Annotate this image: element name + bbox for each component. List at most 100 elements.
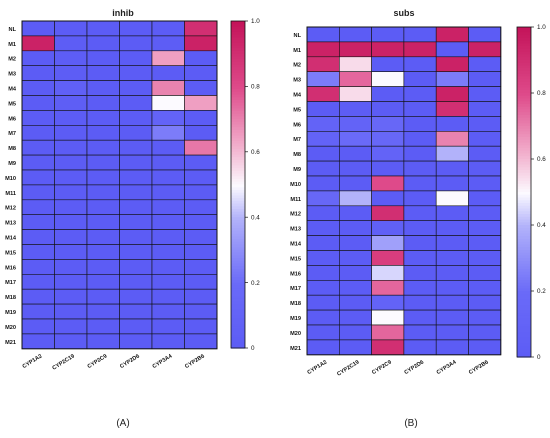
colorbar-segment-b <box>517 90 531 94</box>
row-label-b-m13: M13 <box>290 227 301 233</box>
heatmap-cell-a-m15-cyp1a2 <box>21 244 55 260</box>
colorbar-segment-b <box>517 332 531 336</box>
heatmap-cell-a-m1-cyp2b6 <box>184 35 218 52</box>
heatmap-cell-b-m12-cyp2b6 <box>468 205 502 222</box>
row-label-b-m18: M18 <box>290 301 301 307</box>
colorbar-segment-b <box>517 95 531 100</box>
heatmap-cell-b-m3-cyp2c19 <box>338 71 372 87</box>
heatmap-cell-a-m7-cyp2d6 <box>119 125 153 141</box>
heatmap-cell-b-m1-cyp3a4 <box>435 41 469 58</box>
heatmap-cell-a-nl-cyp2d6 <box>119 20 153 37</box>
colorbar-segment-b <box>517 115 531 119</box>
heatmap-cell-b-m12-cyp3a4 <box>435 205 469 222</box>
heatmap-cell-b-m2-cyp1a2 <box>306 56 340 72</box>
colorbar-segment-b <box>517 296 531 300</box>
heatmap-cell-b-m8-cyp3a4 <box>435 145 469 162</box>
row-label-b-m12: M12 <box>290 212 301 218</box>
colorbar-segment-a <box>231 189 245 194</box>
heatmap-cell-a-m16-cyp2c9 <box>86 259 120 275</box>
colorbar-segment-a <box>231 326 245 330</box>
heatmap-cell-a-m19-cyp3a4 <box>151 303 185 320</box>
colorbar-segment-a <box>231 97 245 101</box>
heatmap-cell-b-m21-cyp3a4 <box>435 339 469 356</box>
colorbar-segment-b <box>517 324 531 328</box>
heatmap-cell-b-m19-cyp2d6 <box>403 309 437 326</box>
heatmap-cell-a-m4-cyp2c9 <box>86 80 120 96</box>
colorbar-segment-a <box>231 140 245 145</box>
colorbar-segment-a <box>231 70 245 74</box>
heatmap-cell-a-m6-cyp2d6 <box>119 110 153 126</box>
colorbar-segment-a <box>231 230 245 235</box>
heatmap-cell-b-m19-cyp2c19 <box>338 309 372 326</box>
colorbar-segment-a <box>231 312 245 316</box>
heatmap-cell-b-nl-cyp3a4 <box>435 26 469 43</box>
heatmap-cell-b-m5-cyp1a2 <box>306 101 340 117</box>
heatmap-cell-b-m3-cyp2c9 <box>371 71 405 87</box>
colorbar-segment-b <box>517 150 531 155</box>
heatmap-cell-a-m4-cyp3a4 <box>151 80 185 96</box>
heatmap-cell-a-m14-cyp3a4 <box>151 229 185 245</box>
colorbar-segment-a <box>231 217 245 221</box>
heatmap-cell-b-m18-cyp2b6 <box>468 294 502 311</box>
colorbar-tick-label-a: 0 <box>251 345 255 352</box>
heatmap-cell-b-m1-cyp2b6 <box>468 41 502 58</box>
colorbar-segment-a <box>231 34 245 38</box>
row-label-a-m17: M17 <box>5 280 16 286</box>
colorbar-segment-a <box>231 309 245 314</box>
heatmap-cell-a-m7-cyp1a2 <box>21 125 55 141</box>
heatmap-cell-a-m21-cyp2d6 <box>119 333 153 350</box>
colorbar-segment-a <box>231 279 245 284</box>
heatmap-cell-a-m9-cyp1a2 <box>21 154 55 171</box>
colorbar-segment-b <box>517 104 531 108</box>
heatmap-cell-b-m10-cyp2c9 <box>371 175 405 192</box>
heatmap-cell-a-m12-cyp2c9 <box>86 199 120 216</box>
heatmap-cell-a-m16-cyp2c19 <box>54 259 88 275</box>
row-label-b-m14: M14 <box>290 241 302 247</box>
colorbar-segment-a <box>231 277 245 281</box>
colorbar-segment-b <box>517 27 531 31</box>
colorbar-segment-b <box>517 153 531 157</box>
colorbar-segment-b <box>517 307 531 311</box>
heatmap-cell-b-m17-cyp2c9 <box>371 279 405 296</box>
colorbar-segment-b <box>517 101 531 105</box>
row-label-b-m15: M15 <box>290 256 301 262</box>
heatmap-cell-a-m7-cyp3a4 <box>151 125 185 141</box>
colorbar-segment-a <box>231 146 245 150</box>
colorbar-segment-a <box>231 304 245 308</box>
heatmap-cell-b-m13-cyp3a4 <box>435 220 469 236</box>
heatmap-cell-b-m10-cyp2c19 <box>338 175 372 192</box>
colorbar-segment-a <box>231 100 245 104</box>
heatmap-cell-a-m21-cyp3a4 <box>151 333 185 350</box>
colorbar-segment-a <box>231 266 245 270</box>
heatmap-cell-b-m11-cyp3a4 <box>435 190 469 207</box>
heatmap-cell-b-m9-cyp1a2 <box>306 160 340 177</box>
colorbar-segment-a <box>231 293 245 297</box>
heatmap-cell-a-m4-cyp2c19 <box>54 80 88 96</box>
colorbar-segment-a <box>231 135 245 139</box>
colorbar-segment-b <box>517 252 531 256</box>
colorbar-segment-a <box>231 86 245 90</box>
colorbar-tick-label-b: 1.0 <box>537 24 546 31</box>
colorbar-segment-a <box>231 260 245 265</box>
heatmap-cell-b-m8-cyp2b6 <box>468 145 502 162</box>
row-label-b-m5: M5 <box>293 107 301 113</box>
colorbar-segment-a <box>231 83 245 87</box>
heatmap-cell-b-m17-cyp2c19 <box>338 279 372 296</box>
heatmap-cell-b-m17-cyp3a4 <box>435 279 469 296</box>
heatmap-cell-a-m13-cyp2d6 <box>119 214 153 230</box>
heatmap-cell-b-m12-cyp2d6 <box>403 205 437 222</box>
colorbar-segment-b <box>517 167 531 171</box>
colorbar-segment-b <box>517 258 531 262</box>
row-label-a-m12: M12 <box>5 206 16 212</box>
colorbar-segment-a <box>231 149 245 153</box>
heatmap-cell-b-m4-cyp1a2 <box>306 86 340 102</box>
heatmap-cell-b-m19-cyp2b6 <box>468 309 502 326</box>
colorbar-segment-b <box>517 291 531 295</box>
colorbar-tick-label-b: 0 <box>537 354 541 361</box>
heatmap-cell-b-m11-cyp2d6 <box>403 190 437 207</box>
heatmap-cell-b-m9-cyp2c19 <box>338 160 372 177</box>
row-label-a-m10: M10 <box>5 176 16 182</box>
heatmap-cell-a-m6-cyp1a2 <box>21 110 55 126</box>
heatmap-cell-b-m15-cyp3a4 <box>435 250 469 266</box>
colorbar-segment-b <box>517 79 531 83</box>
